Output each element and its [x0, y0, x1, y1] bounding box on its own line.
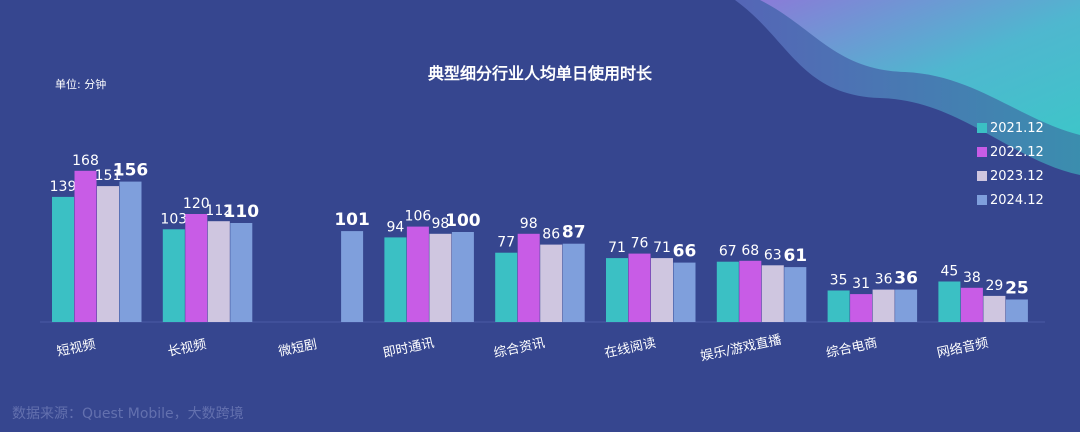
bar-6-series-2: [628, 253, 651, 322]
bar-label-2-series-1: 103: [160, 211, 187, 227]
category-label-9: 网络音频: [935, 335, 989, 361]
bar-4-series-3: [429, 233, 452, 322]
bar-label-4-series-1: 94: [386, 219, 404, 235]
category-label-3: 微短剧: [277, 337, 318, 360]
bar-label-5-series-3: 86: [542, 227, 560, 243]
watermark: 数据来源：Quest Mobile，大数跨境: [12, 406, 244, 422]
bar-label-8-series-2: 31: [852, 276, 870, 292]
bar-label-9-series-2: 38: [963, 270, 981, 286]
bar-label-7-series-2: 68: [741, 243, 759, 259]
bar-label-4-series-4: 100: [445, 211, 481, 231]
bar-9-series-2: [960, 287, 983, 322]
bar-label-1-series-4: 156: [113, 161, 149, 181]
bar-7-series-1: [716, 261, 739, 322]
bar-6-series-4: [673, 262, 696, 322]
decor-wave-front: [760, 0, 1080, 135]
bar-label-9-series-3: 29: [985, 278, 1003, 294]
legend-swatch-3: [977, 171, 987, 181]
bar-label-9-series-1: 45: [940, 264, 958, 280]
bar-2-series-4: [230, 223, 253, 322]
bar-5-series-1: [495, 252, 518, 322]
bar-label-8-series-4: 36: [894, 269, 918, 289]
bar-label-3-series-4: 101: [334, 210, 370, 230]
bar-label-2-series-3: 112: [205, 203, 232, 219]
bar-label-5-series-1: 77: [497, 235, 515, 251]
bar-label-2-series-2: 120: [183, 196, 210, 212]
category-label-6: 在线阅读: [603, 336, 657, 361]
bar-label-9-series-4: 25: [1005, 279, 1029, 299]
bar-label-1-series-1: 139: [50, 179, 77, 195]
category-label-5: 综合资讯: [492, 336, 546, 361]
bar-8-series-4: [895, 289, 918, 322]
bar-label-7-series-4: 61: [783, 246, 807, 266]
unit-label: 单位: 分钟: [55, 77, 106, 91]
bar-label-7-series-3: 63: [764, 247, 782, 263]
bar-1-series-3: [97, 186, 119, 322]
bar-2-series-3: [207, 221, 230, 322]
bar-label-1-series-2: 168: [72, 153, 99, 169]
legend-swatch-2: [977, 147, 987, 157]
bar-7-series-2: [739, 260, 762, 322]
category-label-4: 即时通讯: [382, 336, 436, 361]
legend: 2021.12 2022.12 2023.12 2024.12: [977, 121, 1044, 208]
bar-label-5-series-4: 87: [562, 223, 586, 243]
bar-label-6-series-3: 71: [653, 240, 671, 256]
bar-6-series-1: [606, 258, 628, 322]
bar-1-series-2: [74, 170, 97, 322]
category-label-7: 娱乐/游戏直播: [699, 333, 783, 365]
chart-title: 典型细分行业人均单日使用时长: [428, 64, 653, 83]
bar-label-6-series-2: 76: [631, 236, 649, 252]
bar-label-5-series-2: 98: [520, 216, 538, 232]
bar-5-series-2: [517, 233, 540, 322]
category-label-1: 短视频: [56, 337, 97, 360]
bar-4-series-2: [406, 226, 429, 322]
bar-8-series-1: [827, 290, 850, 322]
bar-8-series-3: [872, 289, 895, 322]
category-label-8: 综合电商: [825, 336, 879, 361]
bar-9-series-1: [938, 281, 961, 322]
bar-2-series-2: [185, 214, 208, 322]
bar-5-series-3: [540, 244, 563, 322]
legend-swatch-4: [977, 195, 987, 205]
bar-label-6-series-1: 71: [608, 240, 626, 256]
legend-label-3: 2023.12: [990, 169, 1044, 184]
bar-7-series-4: [784, 267, 807, 322]
bar-label-1-series-3: 151: [95, 168, 122, 184]
legend-label-2: 2022.12: [990, 145, 1044, 160]
bar-9-series-4: [1005, 299, 1028, 322]
bar-4-series-4: [451, 232, 474, 322]
bar-3-series-4: [341, 231, 364, 322]
bar-7-series-3: [761, 265, 784, 322]
bar-label-8-series-3: 36: [875, 272, 893, 288]
bar-1-series-4: [119, 181, 142, 322]
bar-label-4-series-2: 106: [405, 209, 432, 225]
bars-group: 139168151156短视频103120112110长视频101微短剧9410…: [50, 153, 1029, 365]
category-label-2: 长视频: [166, 337, 207, 360]
bar-8-series-2: [850, 294, 873, 322]
bar-9-series-3: [983, 295, 1006, 322]
bar-label-2-series-4: 110: [224, 202, 260, 222]
bar-5-series-4: [562, 243, 585, 322]
bar-label-6-series-4: 66: [673, 242, 697, 262]
bar-label-8-series-1: 35: [830, 273, 848, 289]
bar-4-series-1: [384, 237, 407, 322]
bar-label-7-series-1: 67: [719, 244, 737, 260]
legend-swatch-1: [977, 123, 987, 133]
legend-label-4: 2024.12: [990, 193, 1044, 208]
bar-6-series-3: [651, 258, 673, 322]
bar-2-series-1: [162, 229, 185, 322]
bar-1-series-1: [52, 196, 74, 322]
bar-label-4-series-3: 98: [431, 216, 449, 232]
legend-label-1: 2021.12: [990, 121, 1044, 136]
